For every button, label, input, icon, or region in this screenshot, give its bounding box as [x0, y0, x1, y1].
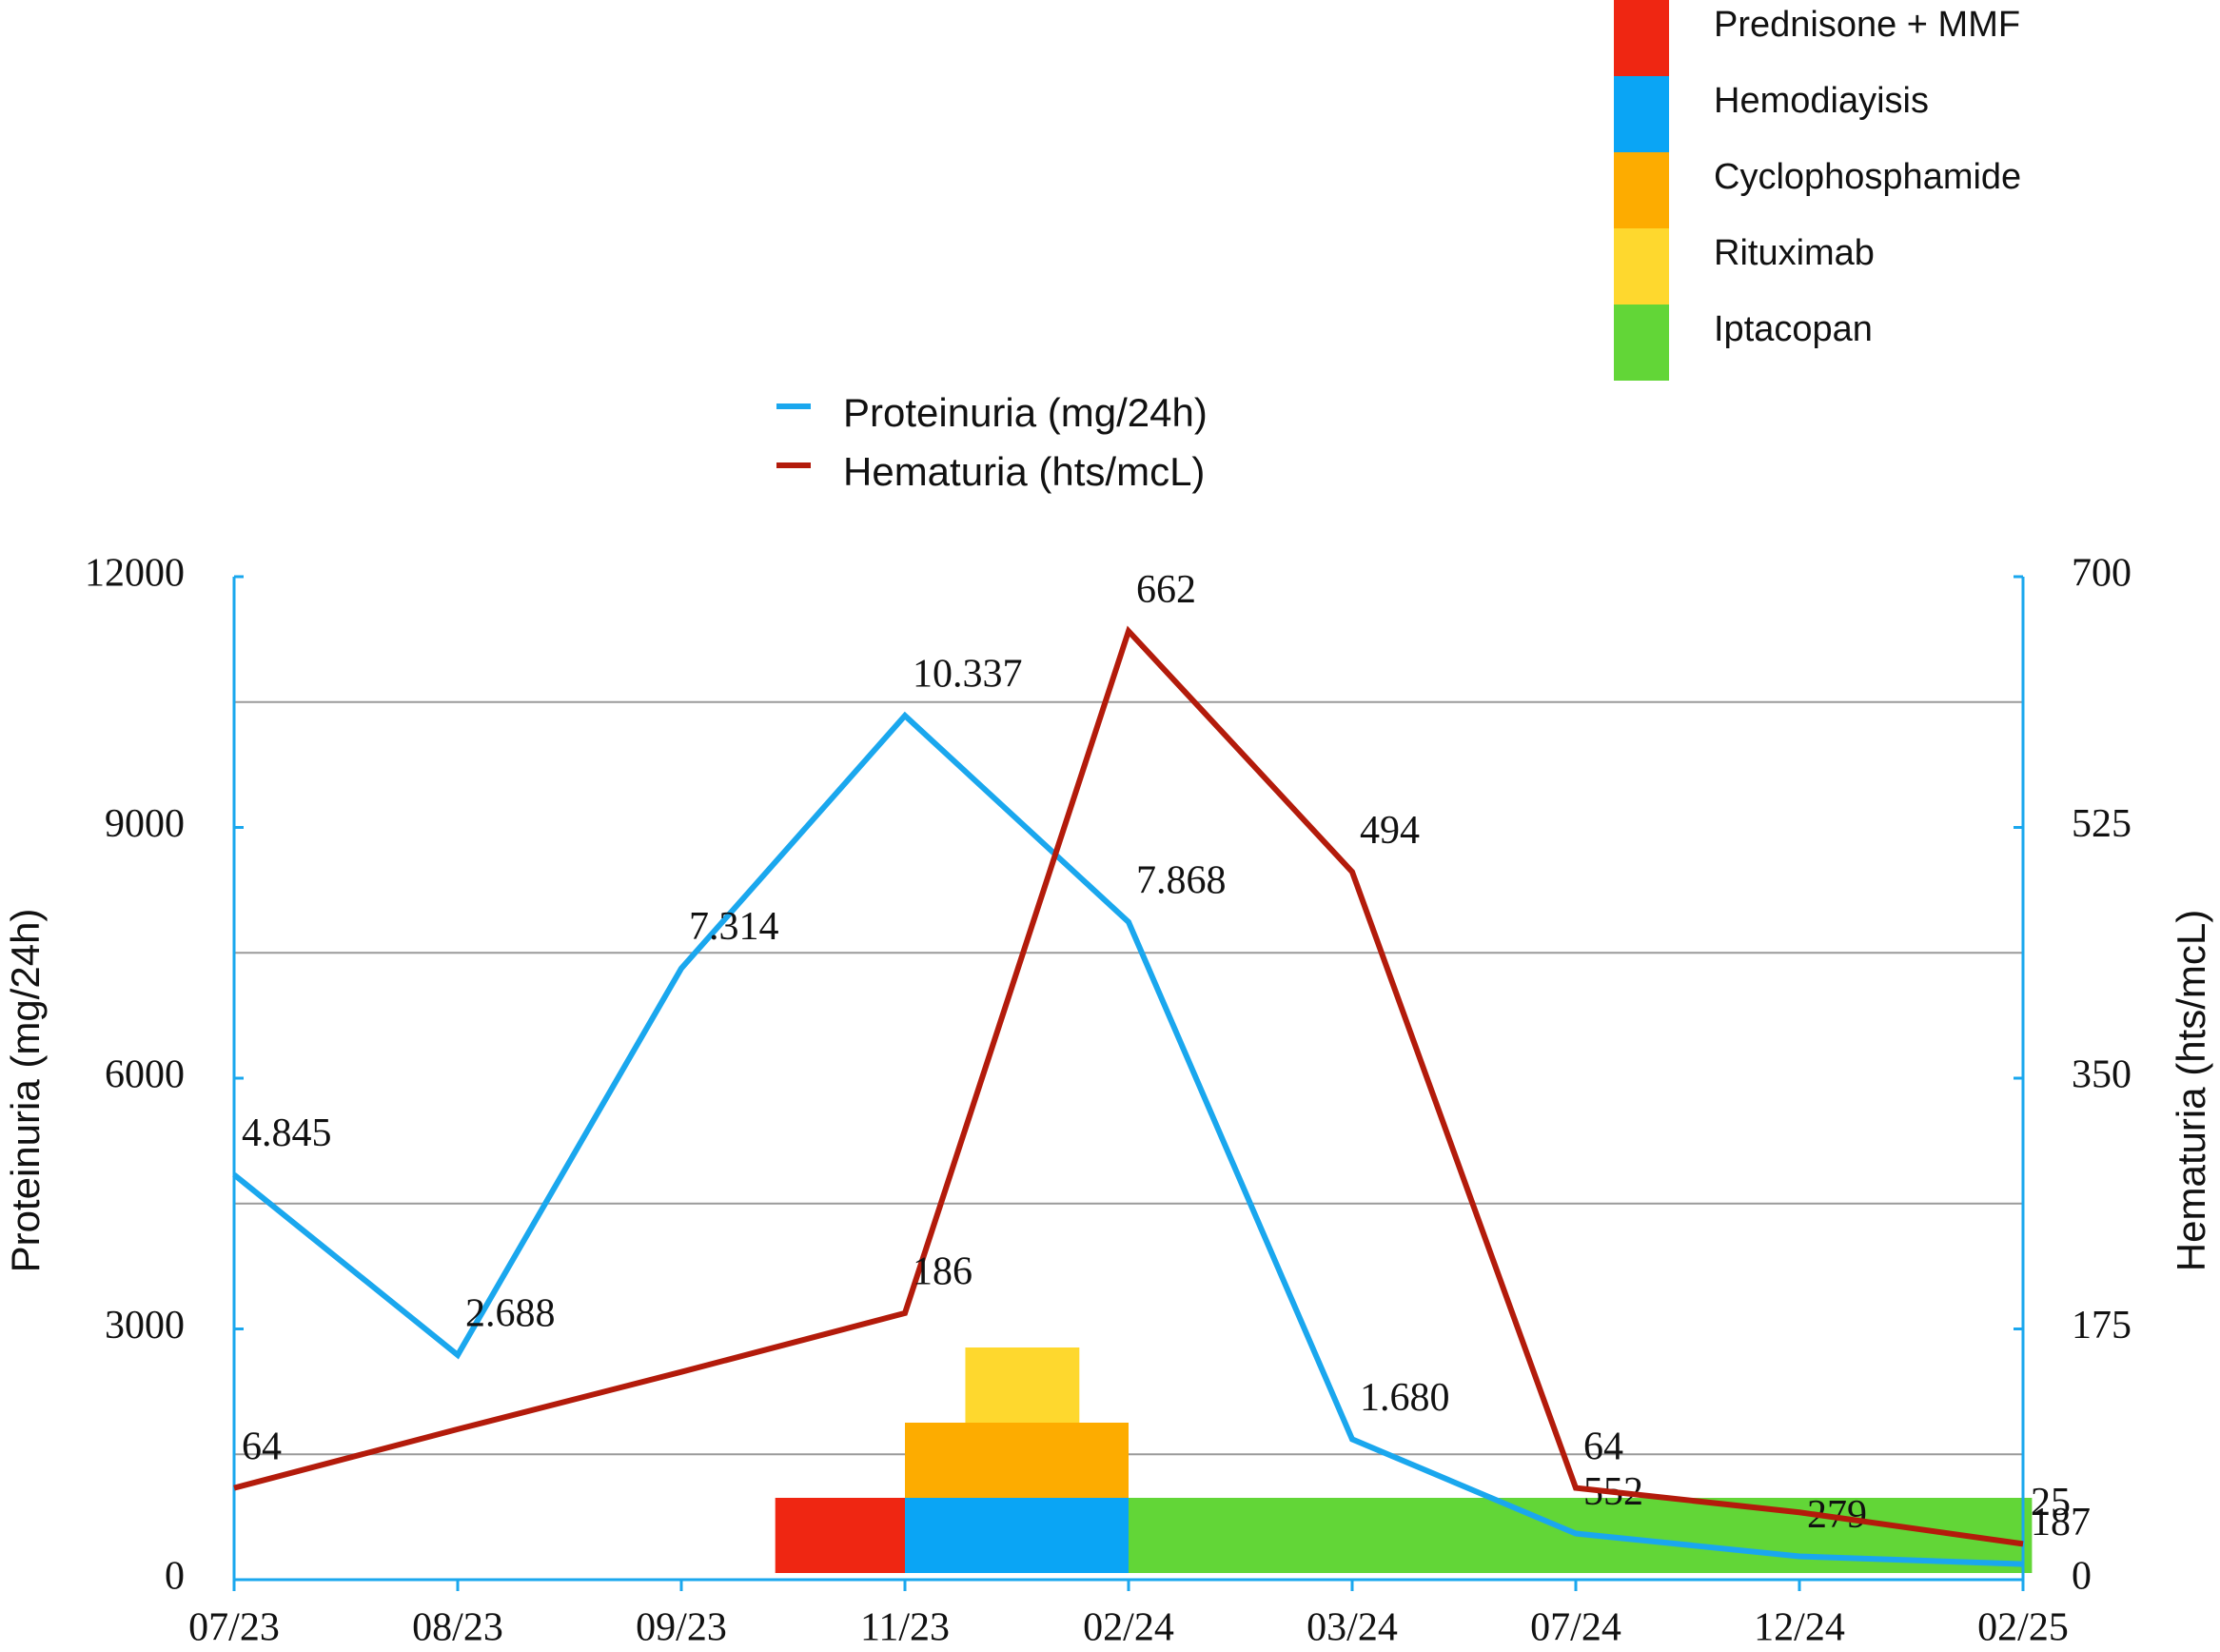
data-label: 662	[1136, 568, 1196, 612]
y2-tick-label: 175	[2072, 1304, 2132, 1347]
x-tick-label: 07/23	[188, 1606, 280, 1650]
data-label: 186	[913, 1250, 972, 1294]
treatment-bar	[965, 1347, 1080, 1423]
series-line	[232, 711, 2024, 1567]
legend-label: Proteinuria (mg/24h)	[843, 390, 1208, 435]
legend-label: Cyclophosphamide	[1714, 157, 2021, 197]
y-tick-label: 6000	[105, 1053, 185, 1097]
legend-swatch	[1614, 228, 1669, 305]
x-tick-label: 12/24	[1754, 1606, 1845, 1650]
legend-swatch	[1614, 0, 1669, 76]
legend-swatch	[1614, 76, 1669, 152]
treatment-bar	[775, 1498, 905, 1573]
data-label: 7.868	[1136, 859, 1227, 903]
legend-swatch	[1614, 305, 1669, 381]
y2-tick-label: 525	[2072, 802, 2132, 846]
x-tick-label: 11/23	[860, 1606, 950, 1650]
legend-label: Hemodiayisis	[1714, 81, 1929, 121]
data-label: 1.680	[1360, 1376, 1450, 1420]
data-label: 4.845	[242, 1111, 332, 1155]
data-label: 7.314	[689, 905, 779, 949]
legend-label: Hematuria (hts/mcL)	[843, 449, 1205, 494]
data-label: 187	[2031, 1501, 2091, 1544]
y-tick-label: 3000	[105, 1304, 185, 1347]
y-axis-title: Proteinuria (mg/24h)	[3, 909, 48, 1273]
x-tick-label: 09/23	[636, 1606, 727, 1650]
legend-label: Iptacopan	[1714, 309, 1873, 349]
y2-axis-title: Hematuria (hts/mcL)	[2169, 910, 2213, 1271]
data-label: 494	[1360, 809, 1420, 853]
series-line	[233, 625, 2024, 1547]
y-tick-label: 9000	[105, 802, 185, 846]
data-label: 25	[2031, 1481, 2071, 1524]
data-label: 64	[242, 1425, 282, 1468]
legend-swatch	[1614, 152, 1669, 228]
x-tick-label: 02/24	[1083, 1606, 1174, 1650]
data-label: 2.688	[465, 1292, 556, 1336]
legend-label: Prednisone + MMF	[1714, 5, 2020, 45]
treatment-bar	[905, 1423, 1129, 1498]
x-tick-label: 03/24	[1306, 1606, 1398, 1650]
data-label: 10.337	[913, 653, 1023, 697]
x-tick-label: 02/25	[1977, 1606, 2069, 1650]
y-tick-label: 12000	[85, 552, 185, 596]
y2-tick-label: 0	[2072, 1555, 2092, 1599]
y2-tick-label: 700	[2072, 552, 2132, 596]
x-tick-label: 07/24	[1530, 1606, 1621, 1650]
y-tick-label: 0	[165, 1555, 185, 1599]
y2-tick-label: 350	[2072, 1053, 2132, 1097]
data-label: 64	[1583, 1425, 1623, 1468]
x-tick-label: 08/23	[412, 1606, 503, 1650]
treatment-bar	[905, 1498, 1129, 1573]
legend-label: Rituximab	[1714, 233, 1875, 273]
